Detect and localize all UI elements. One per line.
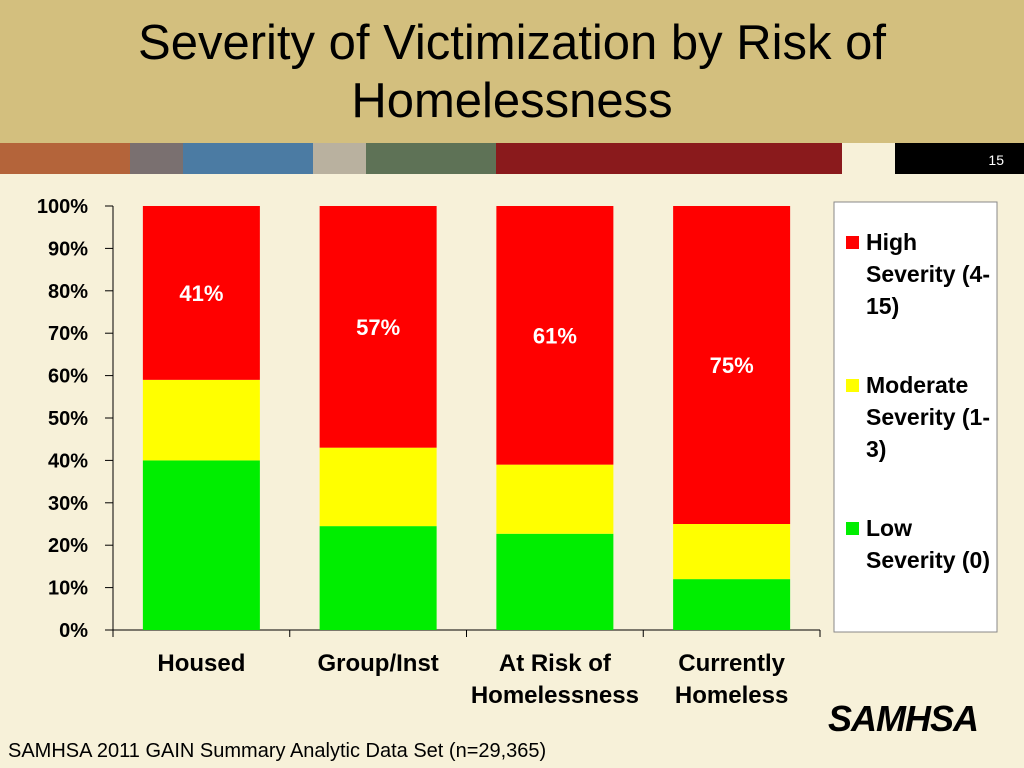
- bar-segment: [496, 464, 614, 534]
- stripe: [842, 143, 895, 174]
- value-label: 61%: [533, 323, 577, 348]
- stripe: [0, 143, 130, 174]
- x-tick-label: Currently Homeless: [674, 650, 789, 709]
- y-tick-label: 70%: [48, 323, 88, 345]
- page-number: 15: [988, 152, 1004, 168]
- legend-swatch: [846, 379, 859, 392]
- bar-segment: [673, 206, 791, 524]
- value-label: 57%: [356, 315, 400, 340]
- x-tick-label: At Risk of Homelessness: [470, 650, 639, 709]
- bar-segment: [673, 524, 791, 580]
- value-label: 41%: [179, 281, 223, 306]
- y-tick-label: 50%: [48, 408, 88, 430]
- bar-segment: [142, 206, 260, 380]
- stripe: [313, 143, 366, 174]
- y-tick-label: 100%: [37, 196, 88, 218]
- legend-label: Low Severity (0): [866, 515, 991, 573]
- logo: SAMHSA: [828, 698, 979, 739]
- stripe: [130, 143, 183, 174]
- y-tick-label: 30%: [48, 493, 88, 515]
- bar-segment: [142, 460, 260, 630]
- x-tick-label: Group/Inst: [317, 650, 439, 677]
- x-tick-label: Housed: [157, 650, 246, 677]
- y-tick-label: 20%: [48, 535, 88, 557]
- bar-segment: [496, 206, 614, 465]
- y-tick-label: 0%: [59, 620, 88, 642]
- legend-label: High Severity (4-15): [866, 229, 991, 319]
- bar-segment: [319, 526, 437, 630]
- bar-segment: [142, 379, 260, 461]
- bar-segment: [496, 533, 614, 630]
- legend-label: Moderate Severity (1-3): [866, 372, 991, 462]
- stripe: [496, 143, 842, 174]
- legend-swatch: [846, 522, 859, 535]
- stripe: [895, 143, 1024, 174]
- header-band: [0, 0, 1024, 143]
- y-tick-label: 90%: [48, 238, 88, 260]
- y-tick-label: 60%: [48, 366, 88, 388]
- stripe: [183, 143, 313, 174]
- slide-title: Severity of Victimization by Risk of Hom…: [138, 16, 886, 128]
- y-tick-label: 40%: [48, 450, 88, 472]
- legend-box: [833, 201, 998, 633]
- stripe: [366, 143, 496, 174]
- footnote: SAMHSA 2011 GAIN Summary Analytic Data S…: [8, 740, 547, 762]
- bar-segment: [673, 579, 791, 630]
- value-label: 75%: [710, 353, 754, 378]
- bar-segment: [319, 447, 437, 527]
- y-tick-label: 10%: [48, 578, 88, 600]
- legend-swatch: [846, 236, 859, 249]
- y-tick-label: 80%: [48, 281, 88, 303]
- bar-segment: [319, 206, 437, 448]
